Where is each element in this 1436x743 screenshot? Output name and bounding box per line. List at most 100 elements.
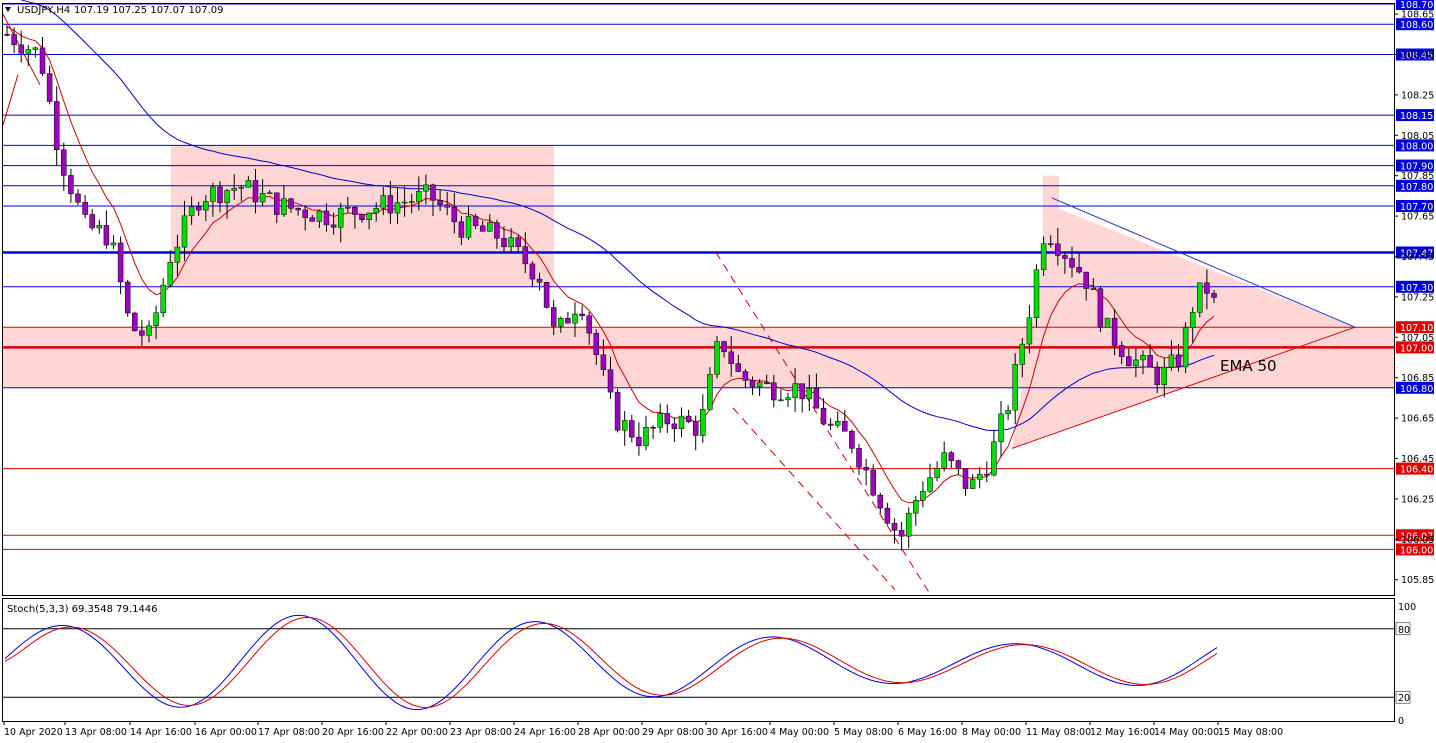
candle-body [657, 413, 663, 428]
candle-body [962, 468, 969, 489]
candle-body [139, 330, 145, 336]
level-tag-106.40 [1396, 462, 1434, 475]
candle-body [323, 210, 330, 226]
candle-body [266, 192, 273, 195]
ema-fast-line [6, 26, 1215, 504]
candle-body [217, 186, 223, 204]
candle-body [1189, 312, 1196, 328]
stoch-d-line [4, 616, 1218, 709]
candle-body [472, 216, 479, 227]
level-tag-text-107.30: 107.30 [1400, 283, 1433, 294]
candle-body [778, 399, 784, 402]
early-trend-a [2, 74, 19, 126]
candle-body [1097, 288, 1104, 328]
candle-body [991, 441, 997, 476]
candle-body [1197, 282, 1203, 313]
xtick-label-5: 20 Apr 16:00 [322, 727, 384, 738]
candle-body [941, 452, 947, 469]
xtick-label-16: 11 May 08:00 [1026, 727, 1091, 738]
candle-body [692, 421, 699, 436]
candle-body [813, 388, 820, 409]
candle-body [976, 473, 983, 480]
stoch-pane-border [2, 598, 1395, 722]
candle-body [1204, 282, 1210, 294]
candle-body [117, 242, 124, 283]
candle-body [416, 190, 422, 202]
xtick-label-18: 14 May 00:00 [1154, 727, 1219, 738]
candle-body [366, 212, 372, 220]
candle-body [61, 149, 67, 176]
candle-body [160, 284, 166, 314]
candle-body [401, 201, 408, 204]
xtick-label-1: 13 Apr 08:00 [65, 727, 127, 738]
candle-body [643, 426, 649, 446]
candle-body [558, 317, 564, 327]
candle-body [302, 209, 308, 218]
candle-body [799, 383, 805, 400]
level-tag-107.80 [1396, 179, 1434, 192]
level-tag-text-108.15: 108.15 [1400, 111, 1433, 122]
level-tag-text-108.45: 108.45 [1400, 51, 1433, 62]
candle-body [174, 246, 181, 263]
candle-body [1175, 354, 1182, 368]
candle-body [394, 202, 401, 214]
collapse-triangle-icon[interactable] [5, 7, 11, 12]
candle-body [600, 354, 607, 370]
ytick-label-106.05: 106.05 [1401, 535, 1434, 546]
level-tag-106.07 [1396, 529, 1434, 542]
candle-body [4, 34, 10, 36]
candle-body [998, 413, 1004, 443]
candle-body [728, 351, 734, 364]
candle-body [522, 246, 529, 265]
candle-body [607, 369, 614, 393]
candle-body [82, 201, 88, 215]
candle-body [905, 512, 912, 537]
channel-lower [732, 407, 896, 591]
ytick-label-107.45: 107.45 [1401, 252, 1434, 263]
candle-body [898, 530, 905, 537]
candle-body [387, 195, 394, 214]
candle-body [1040, 243, 1047, 271]
ytick-label-108.45: 108.45 [1401, 50, 1434, 61]
level-tag-106.80 [1396, 381, 1434, 394]
ascending-trendline [1011, 326, 1356, 449]
candle-body [1154, 366, 1160, 386]
candle-body [39, 47, 46, 74]
candle-body [337, 207, 344, 228]
xtick-label-6: 22 Apr 00:00 [386, 727, 448, 738]
candle-body [863, 466, 869, 471]
level-tag-text-106.07: 106.07 [1400, 531, 1433, 542]
candle-body [281, 198, 287, 215]
xtick-label-7: 23 Apr 08:00 [450, 727, 512, 738]
candle-body [146, 325, 152, 336]
candle-body [884, 507, 891, 524]
ytick-label-107.85: 107.85 [1401, 171, 1434, 182]
xtick-label-9: 28 Apr 00:00 [578, 727, 640, 738]
candle-body [1147, 355, 1153, 368]
candle-body [1182, 327, 1189, 368]
candle-body [465, 216, 472, 238]
candle-body [636, 436, 642, 446]
candle-body [834, 420, 841, 426]
candle-body [203, 201, 209, 211]
candle-body [742, 371, 749, 381]
ytick-label-106.25: 106.25 [1401, 494, 1434, 505]
candle-body [1090, 288, 1097, 290]
stoch-tag-80 [1395, 622, 1411, 636]
candle-body [1019, 343, 1026, 365]
stoch-title: Stoch(5,3,3) 69.3548 79.1446 [7, 604, 158, 615]
candle-body [671, 423, 678, 429]
candle-body [274, 192, 280, 215]
level-tag-108.45 [1396, 48, 1434, 61]
stoch-tick-80: 80 [1398, 625, 1410, 636]
xtick-label-11: 30 Apr 16:00 [706, 727, 768, 738]
stoch-tick-0: 0 [1398, 716, 1404, 727]
candle-body [891, 522, 898, 531]
candle-body [565, 317, 571, 324]
candle-body [89, 214, 95, 229]
level-tag-107.90 [1396, 159, 1434, 172]
candle-body [288, 198, 294, 209]
candle-body [1005, 409, 1011, 415]
candle-body [132, 312, 138, 332]
price-axis: 108.70108.60108.45108.15108.00107.90107.… [1394, 0, 1434, 586]
